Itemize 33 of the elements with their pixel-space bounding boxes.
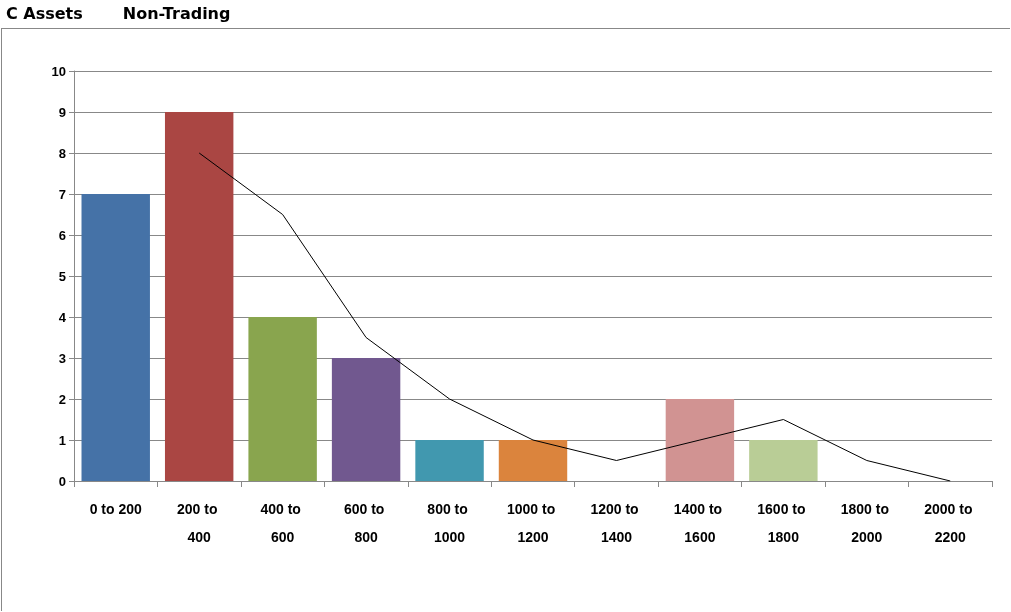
bar [81, 194, 150, 481]
x-tick-label: 200 to 400 [177, 501, 222, 545]
chart-title: C Assets [6, 4, 83, 23]
y-tick-label: 2 [58, 391, 66, 407]
y-tick-label: 9 [58, 104, 66, 120]
y-tick-label: 8 [58, 145, 66, 161]
x-tick-label: 1400 to 1600 [673, 501, 726, 545]
x-tick-label: 1800 to 2000 [840, 501, 893, 545]
x-tick-label: 400 to 600 [260, 501, 305, 545]
bar [415, 440, 484, 481]
line-series [198, 152, 951, 482]
y-tick-label: 10 [51, 63, 66, 79]
x-tick-label: 800 to 1000 [427, 501, 472, 545]
bar [498, 440, 568, 481]
x-tick-label: 0 to 200 [89, 501, 143, 517]
bar [665, 399, 735, 481]
y-tick-label: 5 [58, 268, 66, 284]
bar [248, 317, 317, 481]
x-tick-label: 600 to 800 [343, 501, 389, 545]
bar [164, 112, 234, 481]
x-tick-label: 1600 to 1800 [757, 501, 810, 545]
y-tick-label: 7 [58, 186, 66, 202]
y-tick-label: 4 [58, 309, 67, 325]
x-tick-label: 2000 to 2200 [924, 501, 977, 545]
bar [749, 440, 818, 481]
x-tick-label: 1200 to 1400 [590, 501, 643, 545]
y-tick-label: 3 [58, 350, 66, 366]
y-tick-label: 1 [58, 432, 66, 448]
y-tick-label: 6 [58, 227, 66, 243]
y-tick-label: 0 [58, 473, 66, 489]
bar [331, 358, 401, 481]
x-tick-label: 1000 to 1200 [506, 501, 560, 545]
chart-subtitle: Non-Trading [122, 4, 231, 23]
